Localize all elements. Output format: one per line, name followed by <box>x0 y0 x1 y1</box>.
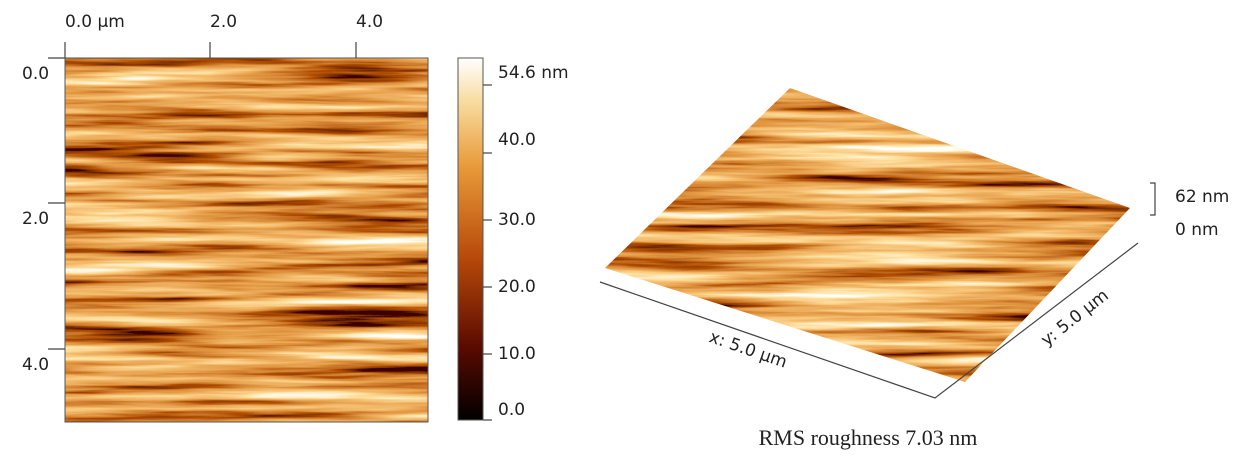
tick-label: 2.0 <box>22 209 49 229</box>
tick-label: 20.0 <box>498 277 536 297</box>
top-axis: 0.0 µm 2.0 4.0 <box>65 12 383 58</box>
tick-label: 0.0 <box>498 400 525 420</box>
figure: 0.0 µm 2.0 4.0 0.0 2.0 4.0 54.6 nm 40.0 … <box>0 0 1247 457</box>
tick-label: 0.0 <box>22 64 49 84</box>
tick-label: 2.0 <box>210 12 237 32</box>
z-label: 62 nm <box>1175 187 1229 207</box>
z-bracket <box>1150 183 1155 215</box>
tick-label: 40.0 <box>498 130 536 150</box>
tick-label: 10.0 <box>498 344 536 364</box>
left-axis: 0.0 2.0 4.0 <box>22 58 65 375</box>
z-label: 0 nm <box>1175 220 1219 240</box>
caption: RMS roughness 7.03 nm <box>759 425 978 450</box>
tick-label: 4.0 <box>356 12 383 32</box>
colorbar-axis: 54.6 nm 40.0 30.0 20.0 10.0 0.0 <box>483 63 569 420</box>
tick-label: 54.6 nm <box>498 63 569 83</box>
y-label: y: 5.0 µm <box>1037 286 1112 351</box>
height-map <box>65 58 428 422</box>
tick-label: 30.0 <box>498 210 536 230</box>
colorbar <box>458 58 483 420</box>
x-label: x: 5.0 µm <box>706 327 789 372</box>
tick-label: 4.0 <box>22 355 49 375</box>
tick-label: 0.0 µm <box>65 12 125 32</box>
